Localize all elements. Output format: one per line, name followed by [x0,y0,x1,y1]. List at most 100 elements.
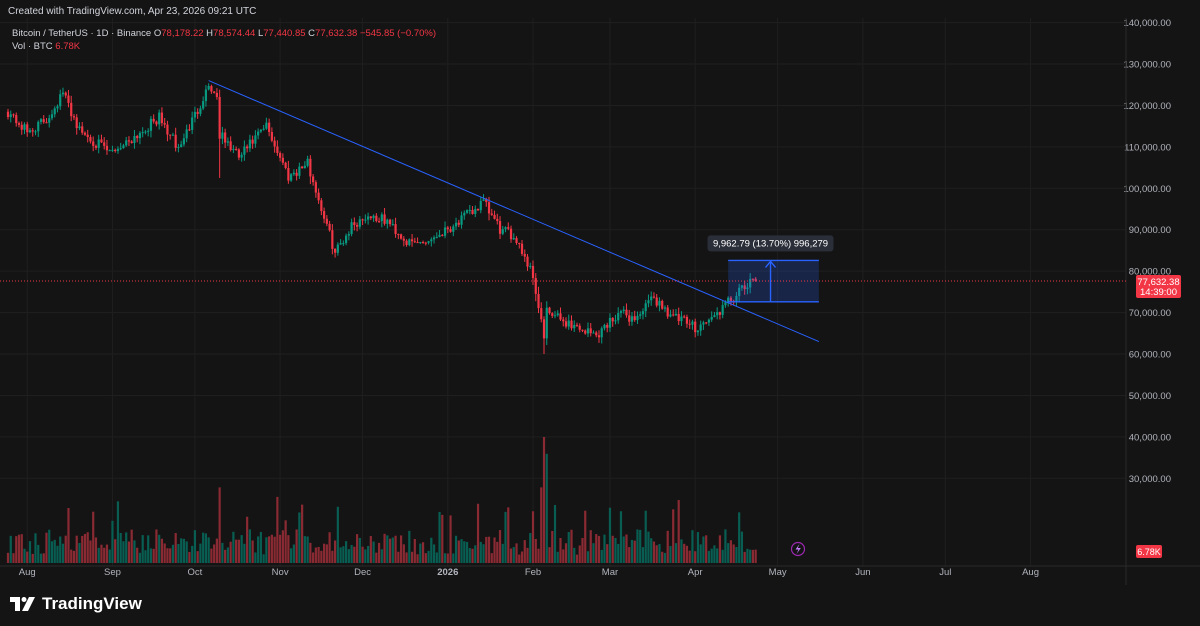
candle-body[interactable] [479,200,482,211]
candle-body[interactable] [666,307,669,317]
price-chart[interactable]: 30,000.00 40,000.00 50,000.00 60,000.00 70,0… [0,18,1200,585]
candle-body[interactable] [114,149,117,152]
candle-body[interactable] [144,131,147,133]
candle-body[interactable] [34,131,37,133]
candle-body[interactable] [108,150,111,152]
candle-body[interactable] [691,321,694,325]
candle-body[interactable] [92,141,95,146]
candle-body[interactable] [224,132,227,143]
candle-body[interactable] [531,265,535,278]
candle-body[interactable] [592,332,595,334]
candle-body[interactable] [504,227,507,230]
candle-body[interactable] [81,126,84,133]
candle-body[interactable] [369,216,372,219]
candle-body[interactable] [438,234,441,237]
candle-body[interactable] [597,335,601,338]
candle-body[interactable] [713,315,716,318]
candle-body[interactable] [342,243,345,245]
candle-body[interactable] [520,243,524,254]
candle-body[interactable] [75,117,78,129]
candle-body[interactable] [347,234,350,236]
candle-body[interactable] [641,311,645,315]
candle-body[interactable] [551,313,554,316]
candle-body[interactable] [410,239,414,242]
candle-body[interactable] [526,256,529,267]
candle-body[interactable] [674,313,678,316]
candle-body[interactable] [501,229,504,234]
candle-body[interactable] [432,237,436,240]
candle-body[interactable] [284,162,287,169]
candle-body[interactable] [171,134,175,136]
candle-body[interactable] [70,102,73,117]
candle-body[interactable] [262,128,265,130]
candle-body[interactable] [487,202,491,214]
candle-body[interactable] [424,242,427,244]
candle-body[interactable] [59,94,62,107]
candle-body[interactable] [136,135,139,139]
candle-body[interactable] [482,199,485,201]
candle-body[interactable] [655,297,658,306]
candle-body[interactable] [229,141,232,150]
candle-body[interactable] [427,241,430,243]
candle-body[interactable] [603,324,606,329]
candle-body[interactable] [182,138,186,145]
candle-body[interactable] [248,139,251,149]
candle-body[interactable] [196,111,199,114]
candle-body[interactable] [61,92,65,95]
candle-body[interactable] [633,316,636,321]
candle-body[interactable] [515,238,518,243]
candle-body[interactable] [394,224,397,235]
candle-body[interactable] [89,137,92,142]
candle-body[interactable] [749,278,752,288]
candle-body[interactable] [237,149,240,158]
candle-body[interactable] [317,192,320,201]
candle-body[interactable] [111,149,114,151]
candle-body[interactable] [619,311,623,314]
candle-body[interactable] [650,296,653,301]
candle-body[interactable] [265,122,268,129]
candle-body[interactable] [100,139,103,143]
candle-body[interactable] [177,146,180,148]
candle-body[interactable] [639,314,642,316]
candle-body[interactable] [647,300,650,304]
candle-body[interactable] [281,157,284,163]
candle-body[interactable] [702,322,705,325]
candle-body[interactable] [320,200,323,212]
candle-body[interactable] [9,114,12,118]
candle-body[interactable] [496,218,499,222]
candle-body[interactable] [235,148,238,150]
candle-body[interactable] [399,234,403,239]
candle-body[interactable] [160,112,164,124]
candle-body[interactable] [537,293,540,309]
candle-body[interactable] [243,146,246,155]
candle-body[interactable] [542,319,546,339]
candle-body[interactable] [301,166,304,169]
candle-body[interactable] [419,241,422,243]
candle-body[interactable] [306,158,309,166]
candle-body[interactable] [694,321,697,333]
candle-body[interactable] [78,126,81,129]
candle-body[interactable] [595,332,598,336]
candle-body[interactable] [331,230,334,249]
candle-body[interactable] [454,222,458,227]
candle-body[interactable] [246,146,249,149]
candle-body[interactable] [259,129,262,132]
candle-body[interactable] [586,328,590,334]
candle-body[interactable] [155,121,158,125]
candle-body[interactable] [721,305,724,315]
candle-body[interactable] [254,135,257,144]
candle-body[interactable] [416,242,419,244]
candle-body[interactable] [564,321,568,327]
candle-body[interactable] [295,172,298,176]
volume-label[interactable]: Vol · BTC [12,41,53,52]
candle-body[interactable] [498,221,502,234]
candle-body[interactable] [188,129,191,131]
candle-body[interactable] [97,139,100,148]
candle-body[interactable] [465,210,469,213]
candle-body[interactable] [64,92,67,96]
candle-body[interactable] [270,132,273,141]
candle-body[interactable] [364,219,367,221]
candle-body[interactable] [94,145,98,148]
trendline[interactable] [208,80,820,343]
candle-body[interactable] [15,115,18,124]
